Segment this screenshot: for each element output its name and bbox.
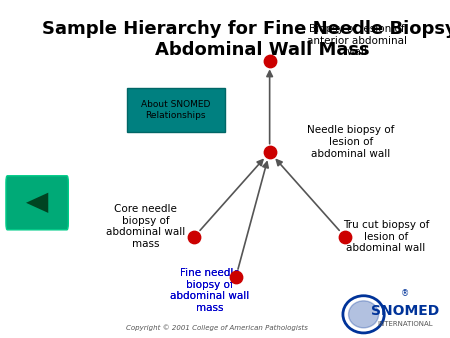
- Text: Copyright © 2001 College of American Pathologists: Copyright © 2001 College of American Pat…: [126, 324, 308, 331]
- FancyBboxPatch shape: [6, 176, 68, 230]
- Point: [232, 274, 239, 280]
- Text: Fine needle
biopsy of
abdominal wall
mass: Fine needle biopsy of abdominal wall mas…: [170, 268, 249, 313]
- Text: Needle biopsy of
lesion of
abdominal wall: Needle biopsy of lesion of abdominal wal…: [307, 125, 395, 159]
- Text: Core needle
biopsy of
abdominal wall
mass: Core needle biopsy of abdominal wall mas…: [106, 204, 185, 249]
- Point: [341, 234, 348, 239]
- Point: [266, 58, 273, 64]
- Text: About SNOMED
Relationships: About SNOMED Relationships: [141, 100, 211, 120]
- Text: Tru cut biopsy of
lesion of
abdominal wall: Tru cut biopsy of lesion of abdominal wa…: [343, 220, 429, 253]
- Polygon shape: [26, 193, 48, 213]
- FancyBboxPatch shape: [127, 88, 225, 132]
- Text: Biopsy of lesion of
anterior abdominal
wall: Biopsy of lesion of anterior abdominal w…: [307, 24, 407, 57]
- Text: INTERNATIONAL: INTERNATIONAL: [377, 321, 433, 328]
- Point: [191, 234, 198, 239]
- Text: ®: ®: [401, 290, 409, 298]
- Point: [266, 149, 273, 155]
- Text: Sample Hierarchy for Fine Needle Biopsy of
Abdominal Wall Mass: Sample Hierarchy for Fine Needle Biopsy …: [41, 20, 450, 59]
- Text: Fine needle
biopsy of
abdominal wall
mass: Fine needle biopsy of abdominal wall mas…: [170, 268, 249, 313]
- Text: SNOMED: SNOMED: [371, 304, 439, 318]
- Circle shape: [349, 301, 378, 328]
